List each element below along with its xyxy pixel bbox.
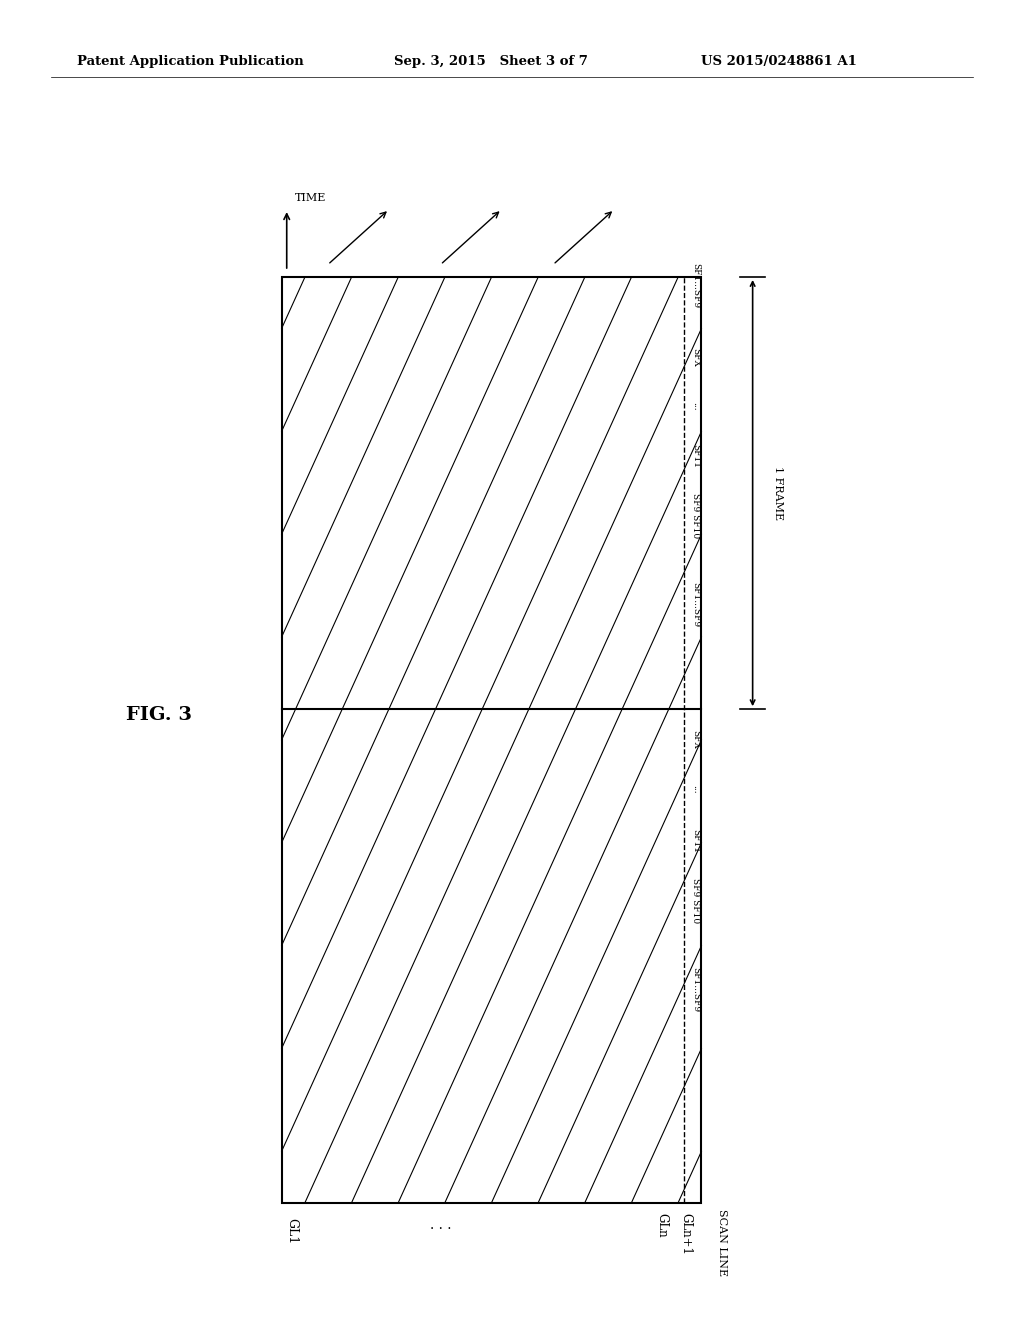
Text: ...: ...: [691, 785, 700, 793]
Text: 1 FRAME: 1 FRAME: [773, 466, 783, 520]
Text: ...: ...: [691, 403, 700, 411]
Text: Sep. 3, 2015   Sheet 3 of 7: Sep. 3, 2015 Sheet 3 of 7: [394, 55, 588, 69]
Text: SF9 SF10: SF9 SF10: [691, 492, 700, 537]
Text: GL1: GL1: [286, 1217, 298, 1243]
Text: . . .: . . .: [430, 1217, 452, 1232]
Text: SF1...SF9: SF1...SF9: [691, 966, 700, 1012]
Text: Patent Application Publication: Patent Application Publication: [77, 55, 303, 69]
Text: SCAN LINE: SCAN LINE: [717, 1209, 727, 1276]
Text: SF9 SF10: SF9 SF10: [691, 878, 700, 923]
Text: US 2015/0248861 A1: US 2015/0248861 A1: [701, 55, 857, 69]
Bar: [282, 277, 701, 1203]
Text: SF1...SF9: SF1...SF9: [691, 582, 700, 627]
Text: SFX: SFX: [691, 348, 700, 367]
Text: SFX: SFX: [691, 730, 700, 750]
Text: FIG. 3: FIG. 3: [126, 706, 191, 725]
Text: SF11: SF11: [691, 829, 700, 853]
Text: TIME: TIME: [295, 193, 327, 203]
Text: GLn: GLn: [655, 1213, 668, 1237]
Text: GLn+1: GLn+1: [680, 1213, 692, 1254]
Text: SF11: SF11: [691, 444, 700, 469]
Text: SF1...SF9: SF1...SF9: [691, 263, 700, 309]
